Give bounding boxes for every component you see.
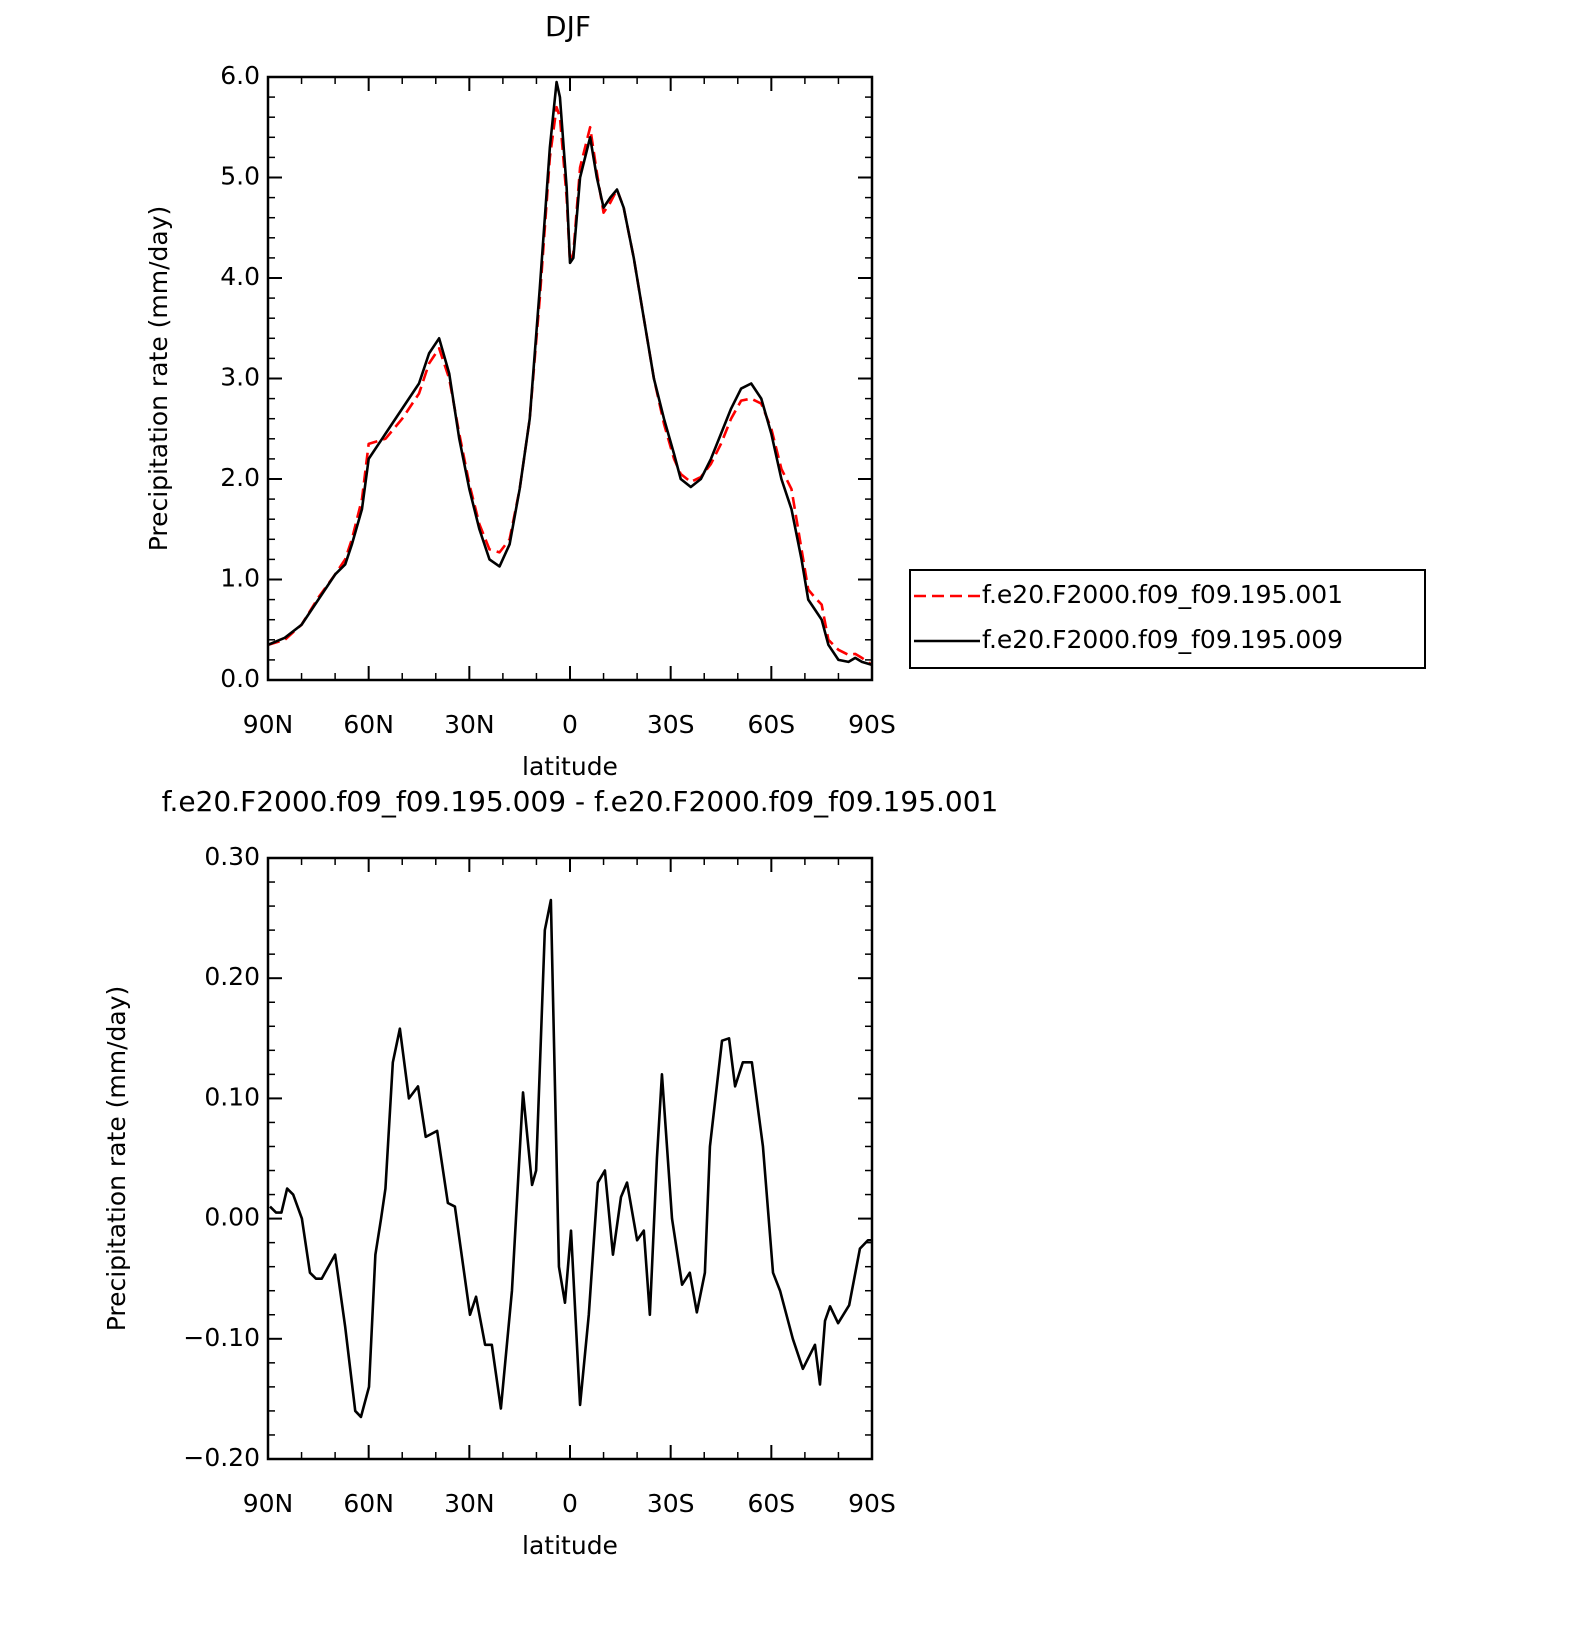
y-tick-label: 1.0: [220, 564, 260, 593]
chart-title: DJF: [545, 10, 591, 43]
x-tick-label: 60N: [343, 1489, 394, 1518]
y-tick-label: 6.0: [220, 61, 260, 90]
x-tick-label: 90S: [848, 1489, 896, 1518]
x-tick-label: 30S: [647, 710, 695, 739]
y-axis-label: Precipitation rate (mm/day): [102, 986, 131, 1332]
chart-title: f.e20.F2000.f09_f09.195.009 - f.e20.F200…: [162, 785, 999, 818]
plot-frame: [266, 75, 874, 682]
y-tick-label: 3.0: [220, 363, 260, 392]
data-line: [267, 105, 873, 666]
x-tick-label: 60S: [747, 710, 795, 739]
legend-box: [909, 569, 1426, 669]
plot-frame: [266, 856, 874, 1461]
legend-label: f.e20.F2000.f09_f09.195.009: [982, 625, 1343, 654]
y-tick-label: 2.0: [220, 463, 260, 492]
legend-label: f.e20.F2000.f09_f09.195.001: [982, 580, 1343, 609]
y-axis-label: Precipitation rate (mm/day): [144, 206, 173, 552]
x-axis-label: latitude: [522, 752, 618, 781]
x-tick-label: 60N: [343, 710, 394, 739]
y-tick-label: 5.0: [220, 162, 260, 191]
x-axis-label: latitude: [522, 1531, 618, 1560]
x-tick-label: 90S: [848, 710, 896, 739]
y-tick-label: −0.10: [183, 1323, 260, 1352]
y-tick-label: 0.30: [204, 842, 260, 871]
y-tick-label: −0.20: [183, 1443, 260, 1472]
y-tick-label: 0.0: [220, 664, 260, 693]
x-tick-label: 30N: [444, 1489, 495, 1518]
y-tick-label: 4.0: [220, 262, 260, 291]
x-tick-label: 0: [562, 1489, 578, 1518]
x-tick-label: 0: [562, 710, 578, 739]
data-line: [269, 898, 872, 1419]
x-tick-label: 60S: [747, 1489, 795, 1518]
y-tick-label: 0.20: [204, 962, 260, 991]
x-tick-label: 30N: [444, 710, 495, 739]
y-tick-label: 0.10: [204, 1082, 260, 1111]
x-tick-label: 30S: [647, 1489, 695, 1518]
data-line: [267, 80, 873, 667]
x-tick-label: 90N: [243, 1489, 294, 1518]
y-tick-label: 0.00: [204, 1203, 260, 1232]
x-tick-label: 90N: [243, 710, 294, 739]
